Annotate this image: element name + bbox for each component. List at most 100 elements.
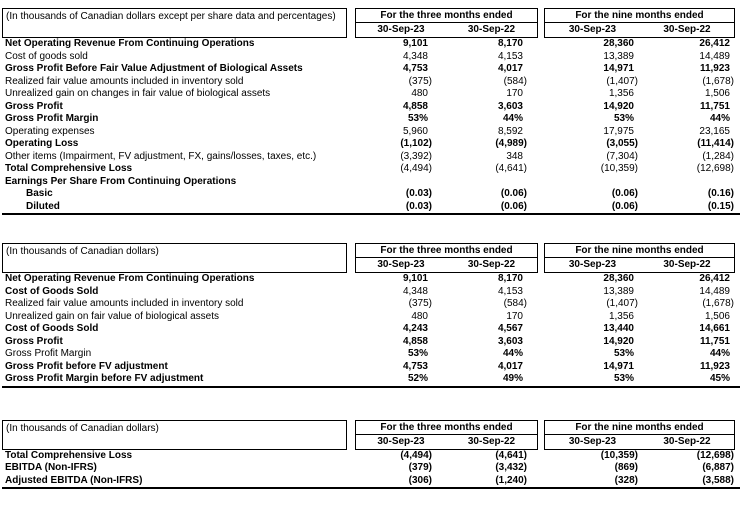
- value-cell: (3,432): [495, 462, 527, 473]
- value-cell: (11,414): [697, 138, 734, 149]
- column-header: 30-Sep-23: [355, 23, 446, 38]
- value-cell: (328): [614, 474, 638, 486]
- value-cell: (379): [408, 462, 432, 473]
- value-cell: (6,887): [702, 462, 734, 473]
- column-header: 30-Sep-23: [355, 434, 446, 450]
- value-cell: 4,153: [497, 50, 523, 62]
- value-cell: 4,753: [402, 360, 428, 372]
- row-label: Realized fair value amounts included in …: [5, 75, 244, 87]
- value-cell: (10,359): [600, 163, 638, 174]
- value-cell: 4,858: [402, 100, 428, 112]
- value-cell: 53%: [407, 348, 428, 359]
- row-label: Other items (Impairment, FV adjustment, …: [5, 150, 317, 162]
- table-grid: (In thousands of Canadian dollars except…: [2, 8, 735, 213]
- value-cell: (375): [408, 75, 432, 87]
- value-cell: 1,356: [608, 88, 634, 99]
- value-cell: 53%: [613, 113, 634, 124]
- ebitda-summary-table: (In thousands of Canadian dollars) For th…: [2, 419, 742, 489]
- value-cell: 9,101: [402, 273, 428, 284]
- value-cell: 348: [506, 150, 523, 162]
- value-cell: 4,753: [402, 63, 428, 74]
- gross-profit-breakdown-table: (In thousands of Canadian dollars) For th…: [2, 243, 742, 388]
- value-cell: (0.03): [405, 200, 432, 212]
- value-cell: (12,698): [696, 449, 734, 461]
- row-label: Diluted: [26, 200, 60, 212]
- value-cell: 13,389: [603, 50, 634, 62]
- value-cell: 4,858: [402, 335, 428, 347]
- value-cell: (0.03): [405, 188, 432, 199]
- value-cell: (3,392): [400, 150, 432, 162]
- row-label: Realized fair value amounts included in …: [5, 298, 244, 309]
- value-cell: 11,923: [699, 360, 730, 372]
- row-label: Net Operating Revenue From Continuing Op…: [5, 273, 255, 284]
- value-cell: (0.06): [500, 200, 527, 212]
- period-group-header: For the three months ended: [355, 419, 538, 435]
- unit-label: (In thousands of Canadian dollars): [2, 419, 347, 450]
- column-header: 30-Sep-22: [640, 434, 735, 450]
- row-label: Unrealized gain on changes in fair value…: [5, 88, 271, 99]
- column-header: 30-Sep-22: [446, 258, 538, 273]
- row-label: Gross Profit Before Fair Value Adjustmen…: [5, 63, 303, 74]
- value-cell: 28,360: [603, 273, 634, 284]
- value-cell: 480: [411, 88, 428, 99]
- value-cell: 4,017: [497, 63, 523, 74]
- value-cell: 8,170: [497, 38, 523, 49]
- row-label: Operating Loss: [5, 138, 79, 149]
- row-label: Total Comprehensive Loss: [5, 449, 133, 461]
- unit-label: (In thousands of Canadian dollars): [2, 243, 347, 273]
- value-cell: 11,751: [699, 335, 730, 347]
- value-cell: 3,603: [497, 335, 523, 347]
- period-group-header: For the three months ended: [355, 8, 538, 23]
- value-cell: 49%: [502, 373, 523, 384]
- period-group-header: For the three months ended: [355, 243, 538, 258]
- value-cell: (10,359): [600, 449, 638, 461]
- value-cell: 4,243: [402, 323, 428, 334]
- value-cell: (0.15): [707, 200, 734, 212]
- value-cell: 1,506: [704, 310, 730, 322]
- value-cell: 53%: [613, 373, 634, 384]
- value-cell: (1,102): [400, 138, 432, 149]
- column-header: 30-Sep-22: [446, 23, 538, 38]
- value-cell: 14,489: [699, 50, 730, 62]
- value-cell: 44%: [502, 113, 523, 124]
- value-cell: (3,055): [606, 138, 638, 149]
- row-label: Net Operating Revenue From Continuing Op…: [5, 38, 255, 49]
- value-cell: 170: [506, 88, 523, 99]
- value-cell: 14,971: [603, 63, 634, 74]
- value-cell: (0.16): [707, 188, 734, 199]
- period-group-header: For the nine months ended: [544, 8, 735, 23]
- value-cell: 44%: [709, 113, 730, 124]
- value-cell: 14,920: [603, 335, 634, 347]
- period-group-header: For the nine months ended: [544, 419, 735, 435]
- column-header: 30-Sep-22: [640, 258, 735, 273]
- value-cell: 17,975: [603, 125, 634, 137]
- value-cell: (1,407): [606, 75, 638, 87]
- value-cell: 4,567: [497, 323, 523, 334]
- value-cell: 53%: [613, 348, 634, 359]
- value-cell: (0.06): [611, 200, 638, 212]
- value-cell: 14,489: [699, 285, 730, 297]
- row-label: Cost of goods sold: [5, 50, 88, 62]
- table-bottom-rule: [2, 385, 740, 388]
- value-cell: 11,923: [699, 63, 730, 74]
- value-cell: 14,661: [699, 323, 730, 334]
- unit-label: (In thousands of Canadian dollars except…: [2, 8, 347, 38]
- value-cell: 170: [506, 310, 523, 322]
- row-label: EBITDA (Non-IFRS): [5, 462, 97, 473]
- column-header: 30-Sep-22: [640, 23, 735, 38]
- table-grid: (In thousands of Canadian dollars) For th…: [2, 419, 735, 488]
- value-cell: (1,284): [702, 150, 734, 162]
- column-header: 30-Sep-23: [544, 23, 640, 38]
- value-cell: (375): [408, 298, 432, 309]
- value-cell: 23,165: [699, 125, 730, 137]
- value-cell: (584): [503, 75, 527, 87]
- column-header: 30-Sep-23: [355, 258, 446, 273]
- value-cell: 44%: [709, 348, 730, 359]
- column-header: 30-Sep-23: [544, 258, 640, 273]
- column-header: 30-Sep-23: [544, 434, 640, 450]
- row-label: Operating expenses: [5, 125, 95, 137]
- value-cell: (4,641): [495, 449, 527, 461]
- value-cell: 53%: [407, 113, 428, 124]
- value-cell: 45%: [709, 373, 730, 384]
